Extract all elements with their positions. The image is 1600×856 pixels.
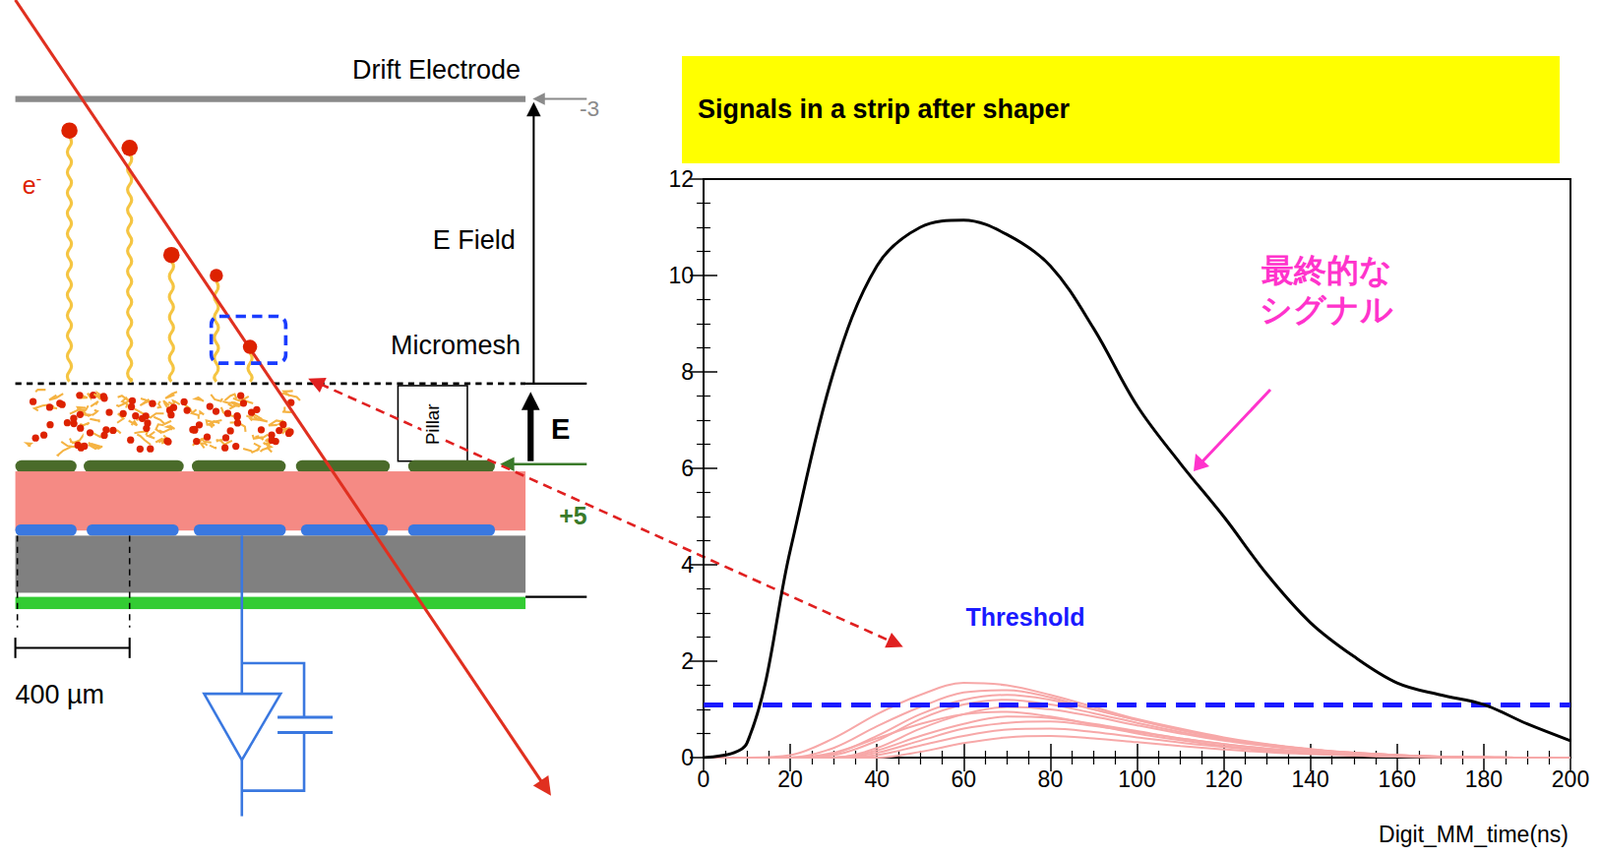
- svg-text:100: 100: [1117, 766, 1156, 793]
- svg-text:Pillar: Pillar: [422, 404, 443, 445]
- svg-text:8: 8: [680, 359, 694, 385]
- svg-text:4: 4: [680, 552, 694, 578]
- svg-text:20: 20: [777, 766, 803, 793]
- svg-text:10: 10: [668, 262, 694, 289]
- svg-text:最終的な: 最終的な: [1261, 250, 1393, 290]
- svg-text:2: 2: [680, 648, 694, 675]
- svg-text:シグナル: シグナル: [1259, 290, 1394, 329]
- svg-text:400 µm: 400 µm: [15, 679, 105, 710]
- svg-text:200: 200: [1551, 766, 1590, 793]
- svg-text:6: 6: [680, 455, 694, 482]
- svg-text:Micromesh: Micromesh: [390, 330, 521, 361]
- svg-text:140: 140: [1292, 766, 1330, 793]
- svg-text:Drift Electrode: Drift Electrode: [352, 55, 521, 85]
- svg-text:12: 12: [668, 166, 694, 192]
- svg-text:Signals in a strip after shape: Signals in a strip after shaper: [697, 94, 1071, 124]
- svg-text:-3: -3: [579, 95, 600, 122]
- svg-text:180: 180: [1465, 766, 1503, 793]
- svg-text:Threshold: Threshold: [966, 603, 1086, 631]
- svg-text:0: 0: [697, 766, 711, 793]
- svg-text:E Field: E Field: [432, 225, 516, 255]
- svg-text:60: 60: [951, 766, 978, 793]
- svg-text:160: 160: [1378, 766, 1416, 793]
- svg-text:+5: +5: [558, 501, 588, 530]
- svg-text:0: 0: [680, 744, 694, 771]
- svg-text:e-: e-: [22, 169, 42, 199]
- svg-text:E: E: [551, 413, 570, 445]
- svg-text:40: 40: [863, 766, 890, 793]
- svg-text:120: 120: [1204, 766, 1242, 793]
- svg-text:80: 80: [1038, 766, 1064, 793]
- svg-text:Digit_MM_time(ns): Digit_MM_time(ns): [1378, 821, 1569, 848]
